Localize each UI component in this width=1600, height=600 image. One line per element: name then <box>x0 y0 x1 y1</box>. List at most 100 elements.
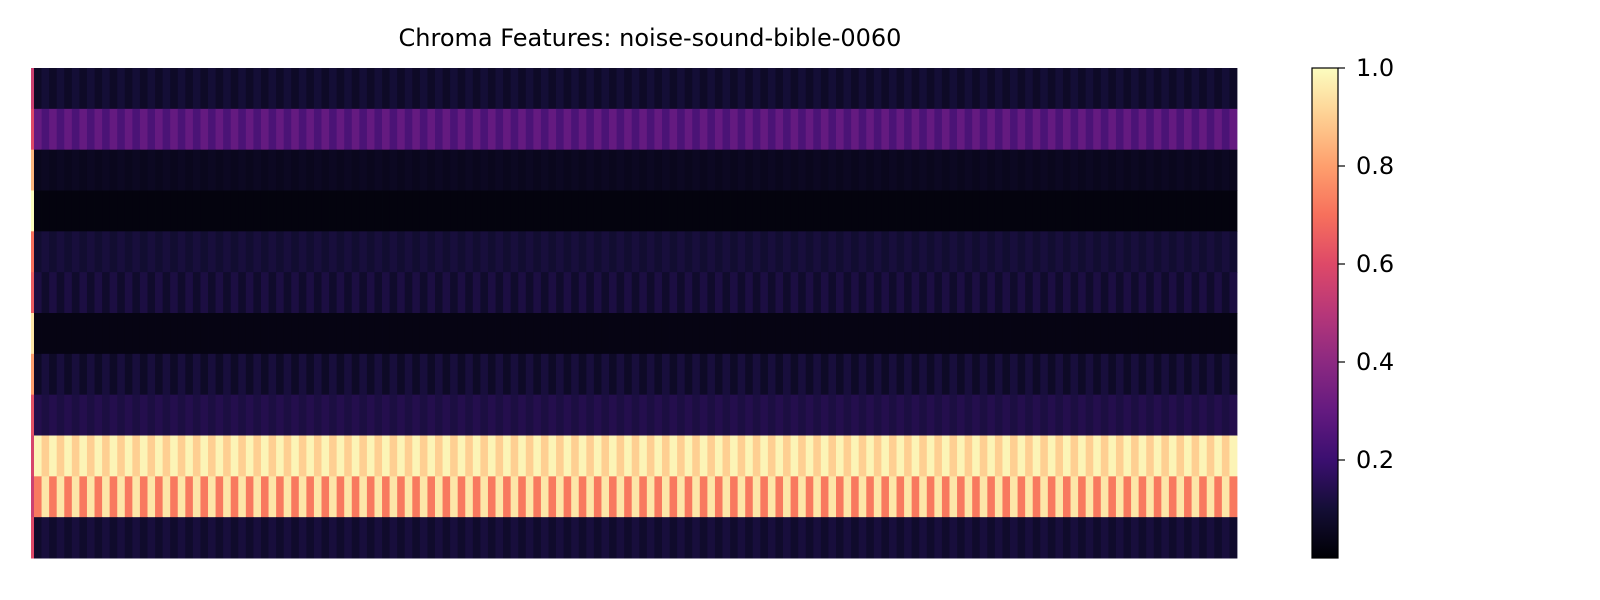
heatmap-cell <box>1123 435 1132 477</box>
heatmap-cell <box>767 231 776 273</box>
heatmap-cell <box>1100 353 1109 396</box>
heatmap-cell <box>979 108 988 151</box>
heatmap-cell <box>253 272 262 314</box>
heatmap-cell <box>578 394 587 436</box>
heatmap-cell <box>472 108 481 151</box>
heatmap-cell <box>450 517 459 559</box>
heatmap-cell <box>49 190 58 232</box>
heatmap-cell <box>979 231 988 273</box>
heatmap-cell <box>1047 190 1056 232</box>
heatmap-cell <box>1123 231 1132 273</box>
heatmap-cell <box>1176 68 1185 110</box>
heatmap-cell <box>639 394 648 436</box>
heatmap-cell <box>1055 353 1064 396</box>
heatmap-cell <box>64 517 73 559</box>
heatmap-cell <box>503 108 512 151</box>
heatmap-cell <box>1199 190 1208 232</box>
heatmap-cell <box>94 108 103 151</box>
heatmap-cell <box>117 272 126 314</box>
heatmap-cell <box>661 476 670 518</box>
heatmap-cell <box>661 435 670 477</box>
heatmap-cell <box>820 394 829 436</box>
heatmap-cell <box>654 108 663 151</box>
heatmap-cell <box>404 435 413 477</box>
heatmap-cell <box>525 394 534 436</box>
heatmap-cell <box>1199 68 1208 110</box>
heatmap-cell <box>374 476 383 518</box>
heatmap-cell <box>1146 313 1155 355</box>
heatmap-cell <box>661 517 670 559</box>
heatmap-cell <box>707 190 716 232</box>
heatmap-cell <box>722 476 731 518</box>
heatmap-cell <box>71 517 80 559</box>
heatmap-cell <box>132 68 141 110</box>
heatmap-cell <box>86 149 95 191</box>
heatmap-cell <box>813 435 822 477</box>
heatmap-cell <box>616 353 625 396</box>
heatmap-cell <box>31 272 34 314</box>
heatmap-cell <box>382 108 391 151</box>
heatmap-cell <box>994 149 1003 191</box>
heatmap-cell <box>775 313 784 355</box>
heatmap-cell <box>836 353 844 396</box>
heatmap-cell <box>775 353 784 396</box>
heatmap-cell <box>223 517 232 559</box>
heatmap-cell <box>601 272 610 314</box>
heatmap-cell <box>1017 353 1026 396</box>
heatmap-cell <box>1062 190 1071 232</box>
heatmap-cell <box>329 231 338 273</box>
heatmap-cell <box>487 313 496 355</box>
heatmap-cell <box>238 272 247 314</box>
heatmap-cell <box>1153 190 1162 232</box>
heatmap-cell <box>798 149 807 191</box>
heatmap-cell <box>1108 476 1117 518</box>
heatmap-cell <box>397 476 406 518</box>
heatmap-cell <box>442 231 451 273</box>
heatmap-cell <box>321 108 330 151</box>
heatmap-cell <box>374 353 383 396</box>
heatmap-cell <box>1184 394 1193 436</box>
heatmap-cell <box>359 353 368 396</box>
heatmap-cell <box>238 190 247 232</box>
heatmap-cell <box>987 353 996 396</box>
heatmap-cell <box>1199 353 1208 396</box>
heatmap-cell <box>457 353 466 396</box>
heatmap-cell <box>669 231 678 273</box>
heatmap-cell <box>548 108 557 151</box>
heatmap-cell <box>1070 108 1079 151</box>
heatmap-cell <box>1002 149 1011 191</box>
heatmap-cell <box>321 231 330 273</box>
heatmap-cell <box>677 435 686 477</box>
heatmap-cell <box>41 68 50 110</box>
heatmap-cell <box>957 353 966 396</box>
heatmap-cell <box>1221 108 1230 151</box>
heatmap-cell <box>49 149 58 191</box>
heatmap-cell <box>760 190 769 232</box>
heatmap-cell <box>124 353 133 396</box>
heatmap-cell <box>624 517 633 559</box>
heatmap-cell <box>692 190 701 232</box>
heatmap-cell <box>208 149 216 191</box>
heatmap-cell <box>1115 190 1124 232</box>
heatmap-cell <box>419 313 428 355</box>
heatmap-cell <box>798 517 807 559</box>
heatmap-cell <box>775 435 784 477</box>
heatmap-cell <box>1199 313 1208 355</box>
heatmap-cell <box>798 190 807 232</box>
heatmap-cell <box>419 272 428 314</box>
heatmap-cell <box>1191 272 1200 314</box>
heatmap-cell <box>957 435 966 477</box>
heatmap-cell <box>972 394 981 436</box>
heatmap-cell <box>866 313 875 355</box>
heatmap-cell <box>873 68 882 110</box>
heatmap-cell <box>208 313 216 355</box>
heatmap-cell <box>699 517 708 559</box>
heatmap-cell <box>767 394 776 436</box>
heatmap-cell <box>843 353 852 396</box>
heatmap-cell <box>1085 68 1094 110</box>
heatmap-cell <box>34 394 42 436</box>
heatmap-cell <box>276 435 285 477</box>
heatmap-cell <box>1115 476 1124 518</box>
heatmap-cell <box>601 149 610 191</box>
heatmap-cell <box>480 190 489 232</box>
